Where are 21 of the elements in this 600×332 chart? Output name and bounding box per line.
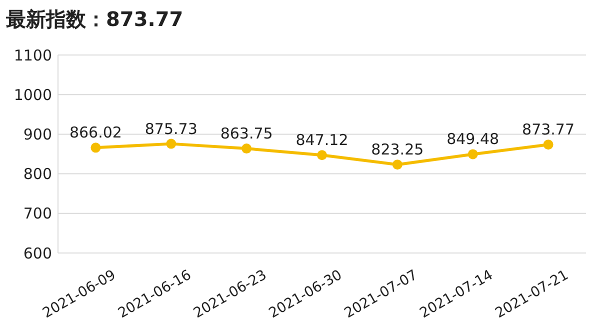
data-label: 849.48: [446, 130, 500, 148]
point: [317, 150, 327, 160]
y-tick-label: 900: [23, 125, 52, 144]
data-label: 875.73: [144, 120, 198, 138]
chart-title: 最新指数：873.77: [5, 7, 184, 31]
data-label: 873.77: [522, 120, 575, 139]
y-tick-label: 700: [23, 204, 52, 223]
point: [392, 160, 402, 170]
data-label: 823.25: [371, 140, 424, 159]
data-label: 847.12: [296, 131, 348, 150]
y-tick-label: 1100: [14, 46, 52, 64]
point: [90, 142, 101, 153]
data-label: 866.02: [69, 124, 122, 142]
y-tick-label: 1000: [14, 86, 52, 104]
y-tick-label: 600: [23, 244, 52, 262]
point: [468, 149, 478, 160]
data-label: 863.75: [220, 124, 273, 143]
point: [166, 138, 176, 149]
point: [543, 140, 554, 150]
point: [242, 144, 252, 154]
y-tick-label: 800: [23, 165, 52, 184]
